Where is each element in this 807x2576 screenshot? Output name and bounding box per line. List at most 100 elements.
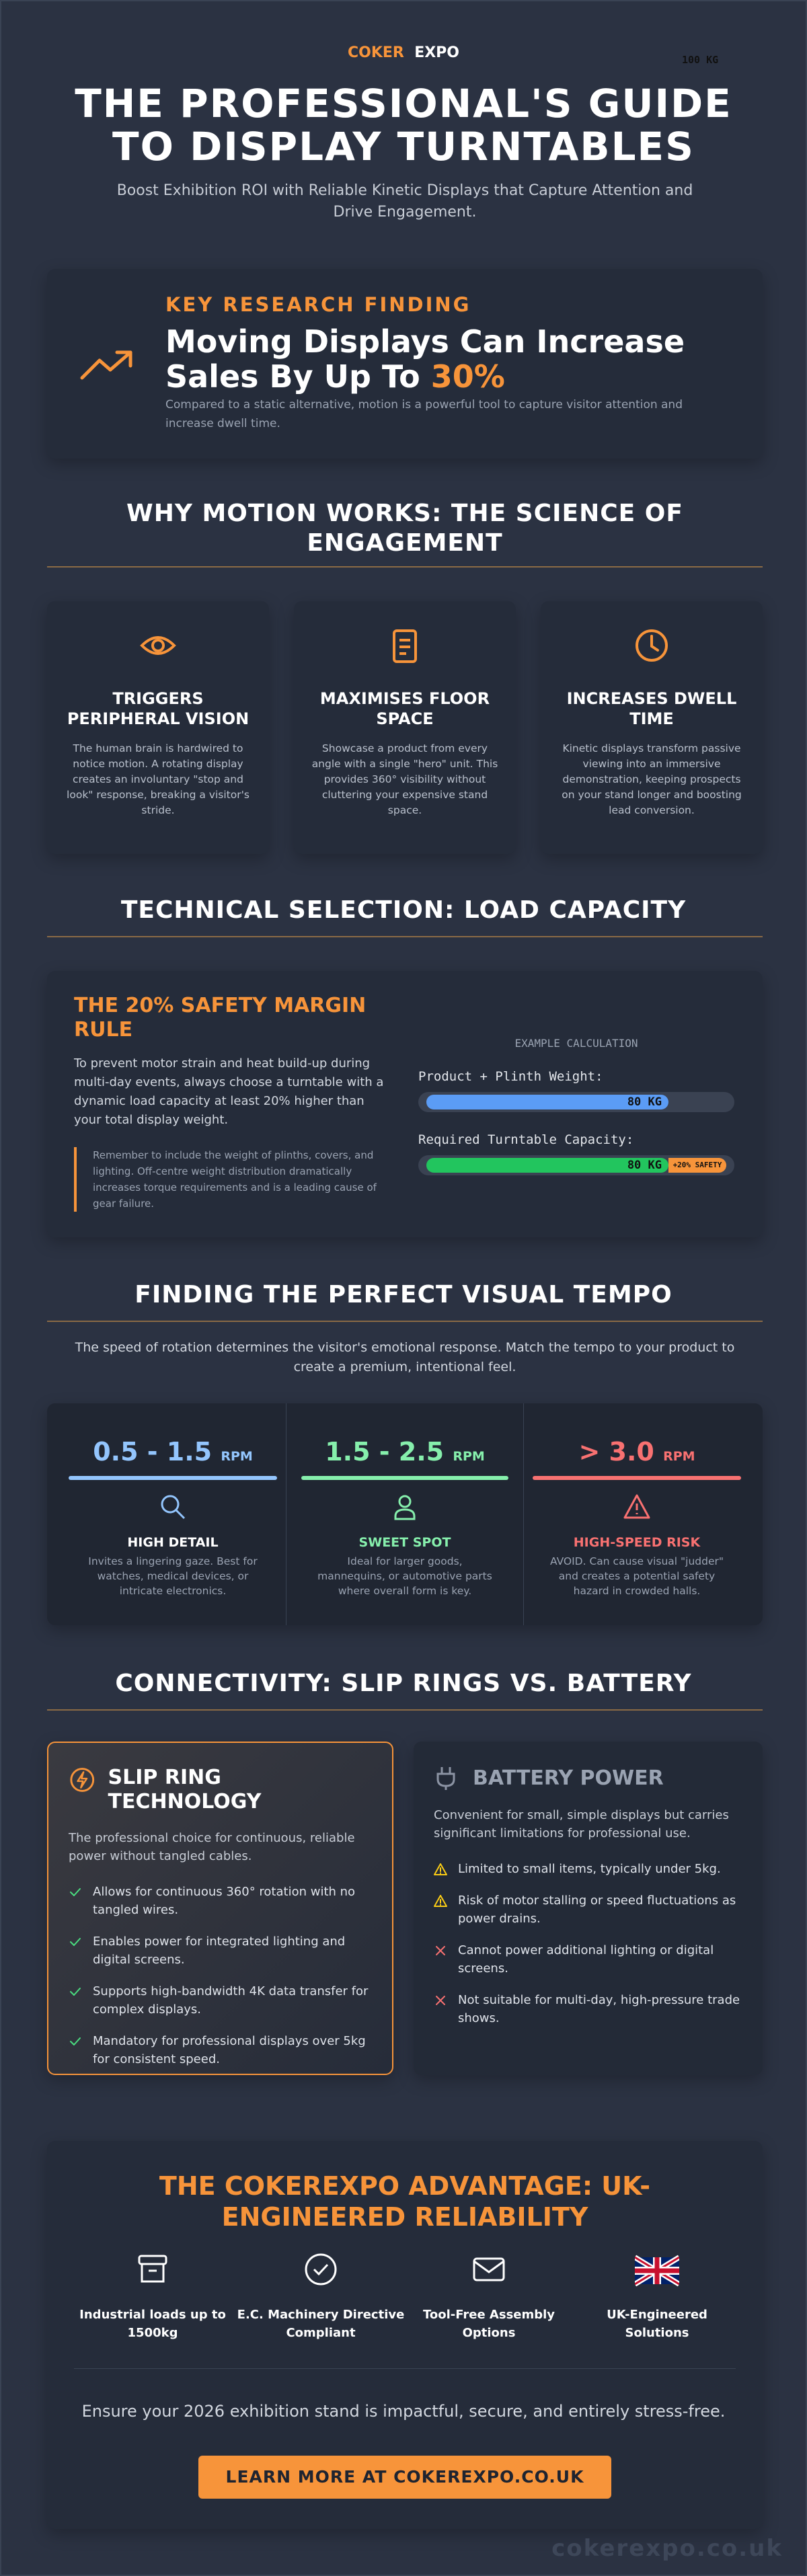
- section-heading: CONNECTIVITY: SLIP RINGS VS. BATTERY: [115, 1670, 692, 1697]
- cross-mark: [436, 1996, 445, 2005]
- check-icon: [70, 1938, 81, 1946]
- rule-title: THE 20% SAFETY MARGIN RULE: [74, 994, 367, 1042]
- rule-note: Remember to include the weight of plinth…: [74, 1147, 390, 1212]
- battery-title: BATTERY POWER: [473, 1766, 664, 1790]
- list-item: Limited to small items, typically under …: [434, 1860, 742, 1878]
- list-item: Mandatory for professional displays over…: [69, 2032, 372, 2068]
- check-mark: [70, 1938, 81, 1946]
- footer-site: cokerexpo.co.uk: [551, 2535, 783, 2562]
- check-mark: [70, 2037, 81, 2045]
- cta-button[interactable]: LEARN MORE AT COKEREXPO.CO.UK: [198, 2456, 611, 2499]
- feature: Industrial loads up to 1500kg: [69, 2251, 237, 2342]
- slip-panel: SLIP RING TECHNOLOGY The professional ch…: [47, 1742, 393, 2075]
- list-item: Supports high-bandwidth 4K data transfer…: [69, 1982, 372, 2019]
- slip-head: SLIP RING TECHNOLOGY: [69, 1766, 372, 1814]
- list-item: Cannot power additional lighting or digi…: [434, 1941, 742, 1978]
- warning-icon: [623, 1494, 650, 1519]
- card-body: Kinetic displays transform passive viewi…: [562, 742, 742, 816]
- battery-intro: Convenient for small, simple displays bu…: [434, 1808, 729, 1840]
- speed-bar: [69, 1476, 277, 1480]
- warn-icon: [434, 1863, 447, 1875]
- speed-body: Ideal for larger goods, mannequins, or a…: [317, 1555, 492, 1597]
- user-icon: [394, 1495, 416, 1520]
- cross-mark: [436, 1946, 445, 1955]
- clock-icon: [636, 629, 668, 662]
- advantage-heading: THE COKEREXPO ADVANTAGE: UK-ENGINEERED R…: [159, 2171, 651, 2232]
- item-text: Limited to small items, typically under …: [458, 1862, 721, 1876]
- item-text: Supports high-bandwidth 4K data transfer…: [93, 1984, 369, 2017]
- item-text: Cannot power additional lighting or digi…: [458, 1943, 714, 1976]
- kicker: KEY RESEARCH FINDING: [165, 293, 471, 316]
- finding-panel: KEY RESEARCH FINDING Moving Displays Can…: [47, 269, 763, 459]
- uk-flag: [633, 2255, 681, 2287]
- list-item: Not suitable for multi-day, high-pressur…: [434, 1991, 742, 2027]
- speed-range: 0.5 - 1.5 RPM: [54, 1437, 292, 1467]
- range: 0.5 - 1.5: [93, 1437, 213, 1467]
- check-icon: [70, 2037, 81, 2045]
- card-body: The human brain is hardwired to notice m…: [67, 742, 249, 816]
- card: MAXIMISES FLOOR SPACE Showcase a product …: [294, 601, 516, 854]
- speed-body: Invites a lingering gaze. Best for watch…: [88, 1555, 258, 1597]
- check-mark: [70, 1888, 81, 1896]
- title-line: TO DISPLAY TURNTABLES: [112, 124, 695, 169]
- speed-bar: [533, 1476, 741, 1480]
- calc-label: EXAMPLE CALCULATION: [514, 1037, 638, 1050]
- item-text: Allows for continuous 360° rotation with…: [93, 1885, 356, 1917]
- section-heading: WHY MOTION WORKS: THE SCIENCE OF ENGAGEM…: [126, 500, 683, 557]
- card: INCREASES DWELL TIME Kinetic displays tra…: [541, 601, 763, 854]
- tagline: Ensure your 2026 exhibition stand is imp…: [81, 2402, 726, 2421]
- weight-tag: 100 KG: [682, 54, 719, 66]
- feature: Tool-Free Assembly Options: [405, 2251, 573, 2342]
- speed-range: 1.5 - 2.5 RPM: [286, 1437, 523, 1467]
- range: > 3.0: [578, 1437, 654, 1467]
- item-text: Risk of motor stalling or speed fluctuat…: [458, 1894, 736, 1926]
- cross-icon: [436, 1946, 445, 1955]
- section-heading: TECHNICAL SELECTION: LOAD CAPACITY: [120, 896, 687, 924]
- feature-label: Industrial loads up to 1500kg: [79, 2308, 226, 2340]
- brand-b: EXPO: [414, 44, 460, 61]
- tempo-col: 1.5 - 2.5 RPM SWEET SPOT Ideal for larger…: [286, 1403, 524, 1625]
- cross-icon: [436, 1996, 445, 2005]
- margin-fill: +20% SAFETY: [668, 1158, 726, 1173]
- check-icon: [70, 1888, 81, 1896]
- weight-fill: 80 KG: [426, 1095, 668, 1109]
- feature-label: E.C. Machinery Directive Compliant: [237, 2308, 405, 2340]
- feature-label: UK-Engineered Solutions: [607, 2308, 707, 2340]
- card: TRIGGERS PERIPHERAL VISION The human brai…: [47, 601, 269, 854]
- battery-list: Limited to small items, typically under …: [434, 1860, 742, 2027]
- divider: [47, 566, 763, 568]
- headline-text: Moving Displays Can Increase Sales By Up…: [165, 323, 685, 395]
- clipboard-icon: [393, 629, 417, 663]
- check-mark: [70, 1988, 81, 1996]
- divider: [47, 936, 763, 937]
- item-text: Mandatory for professional displays over…: [93, 2034, 366, 2066]
- capacity-track: 80 KG +20% SAFETY: [418, 1155, 734, 1175]
- box-icon: [138, 2255, 167, 2283]
- item-text: Enables power for integrated lighting an…: [93, 1935, 346, 1967]
- item-text: Not suitable for multi-day, high-pressur…: [458, 1993, 740, 2025]
- finding-body: Compared to a static alternative, motion…: [165, 398, 683, 430]
- bolt-icon: [70, 1768, 95, 1792]
- divider: [47, 1709, 763, 1711]
- capacity-fill: 80 KG: [426, 1158, 668, 1173]
- capacity-label: Required Turntable Capacity:: [418, 1132, 634, 1147]
- divider: [74, 2368, 736, 2369]
- tempo-panel: [47, 1403, 763, 1625]
- card-title: INCREASES DWELL TIME: [566, 689, 737, 728]
- feature-label: Tool-Free Assembly Options: [422, 2308, 555, 2340]
- subtitle: Boost Exhibition ROI with Reliable Kinet…: [116, 182, 693, 221]
- list-item: Allows for continuous 360° rotation with…: [69, 1883, 372, 1919]
- check-icon: [70, 1988, 81, 1996]
- unit: RPM: [221, 1449, 253, 1464]
- mail-icon: [473, 2257, 505, 2281]
- speed-range: > 3.0 RPM: [518, 1437, 756, 1467]
- speed-body: AVOID. Can cause visual "judder" and cre…: [549, 1555, 724, 1597]
- unit: RPM: [663, 1449, 695, 1464]
- speed-bar: [301, 1476, 508, 1480]
- brand-a: COKER: [347, 44, 404, 61]
- plug-icon: [436, 1767, 455, 1790]
- slip-intro: The professional choice for continuous, …: [69, 1831, 355, 1863]
- headline: Moving Displays Can Increase Sales By Up…: [165, 324, 737, 394]
- check-icon: [305, 2253, 337, 2286]
